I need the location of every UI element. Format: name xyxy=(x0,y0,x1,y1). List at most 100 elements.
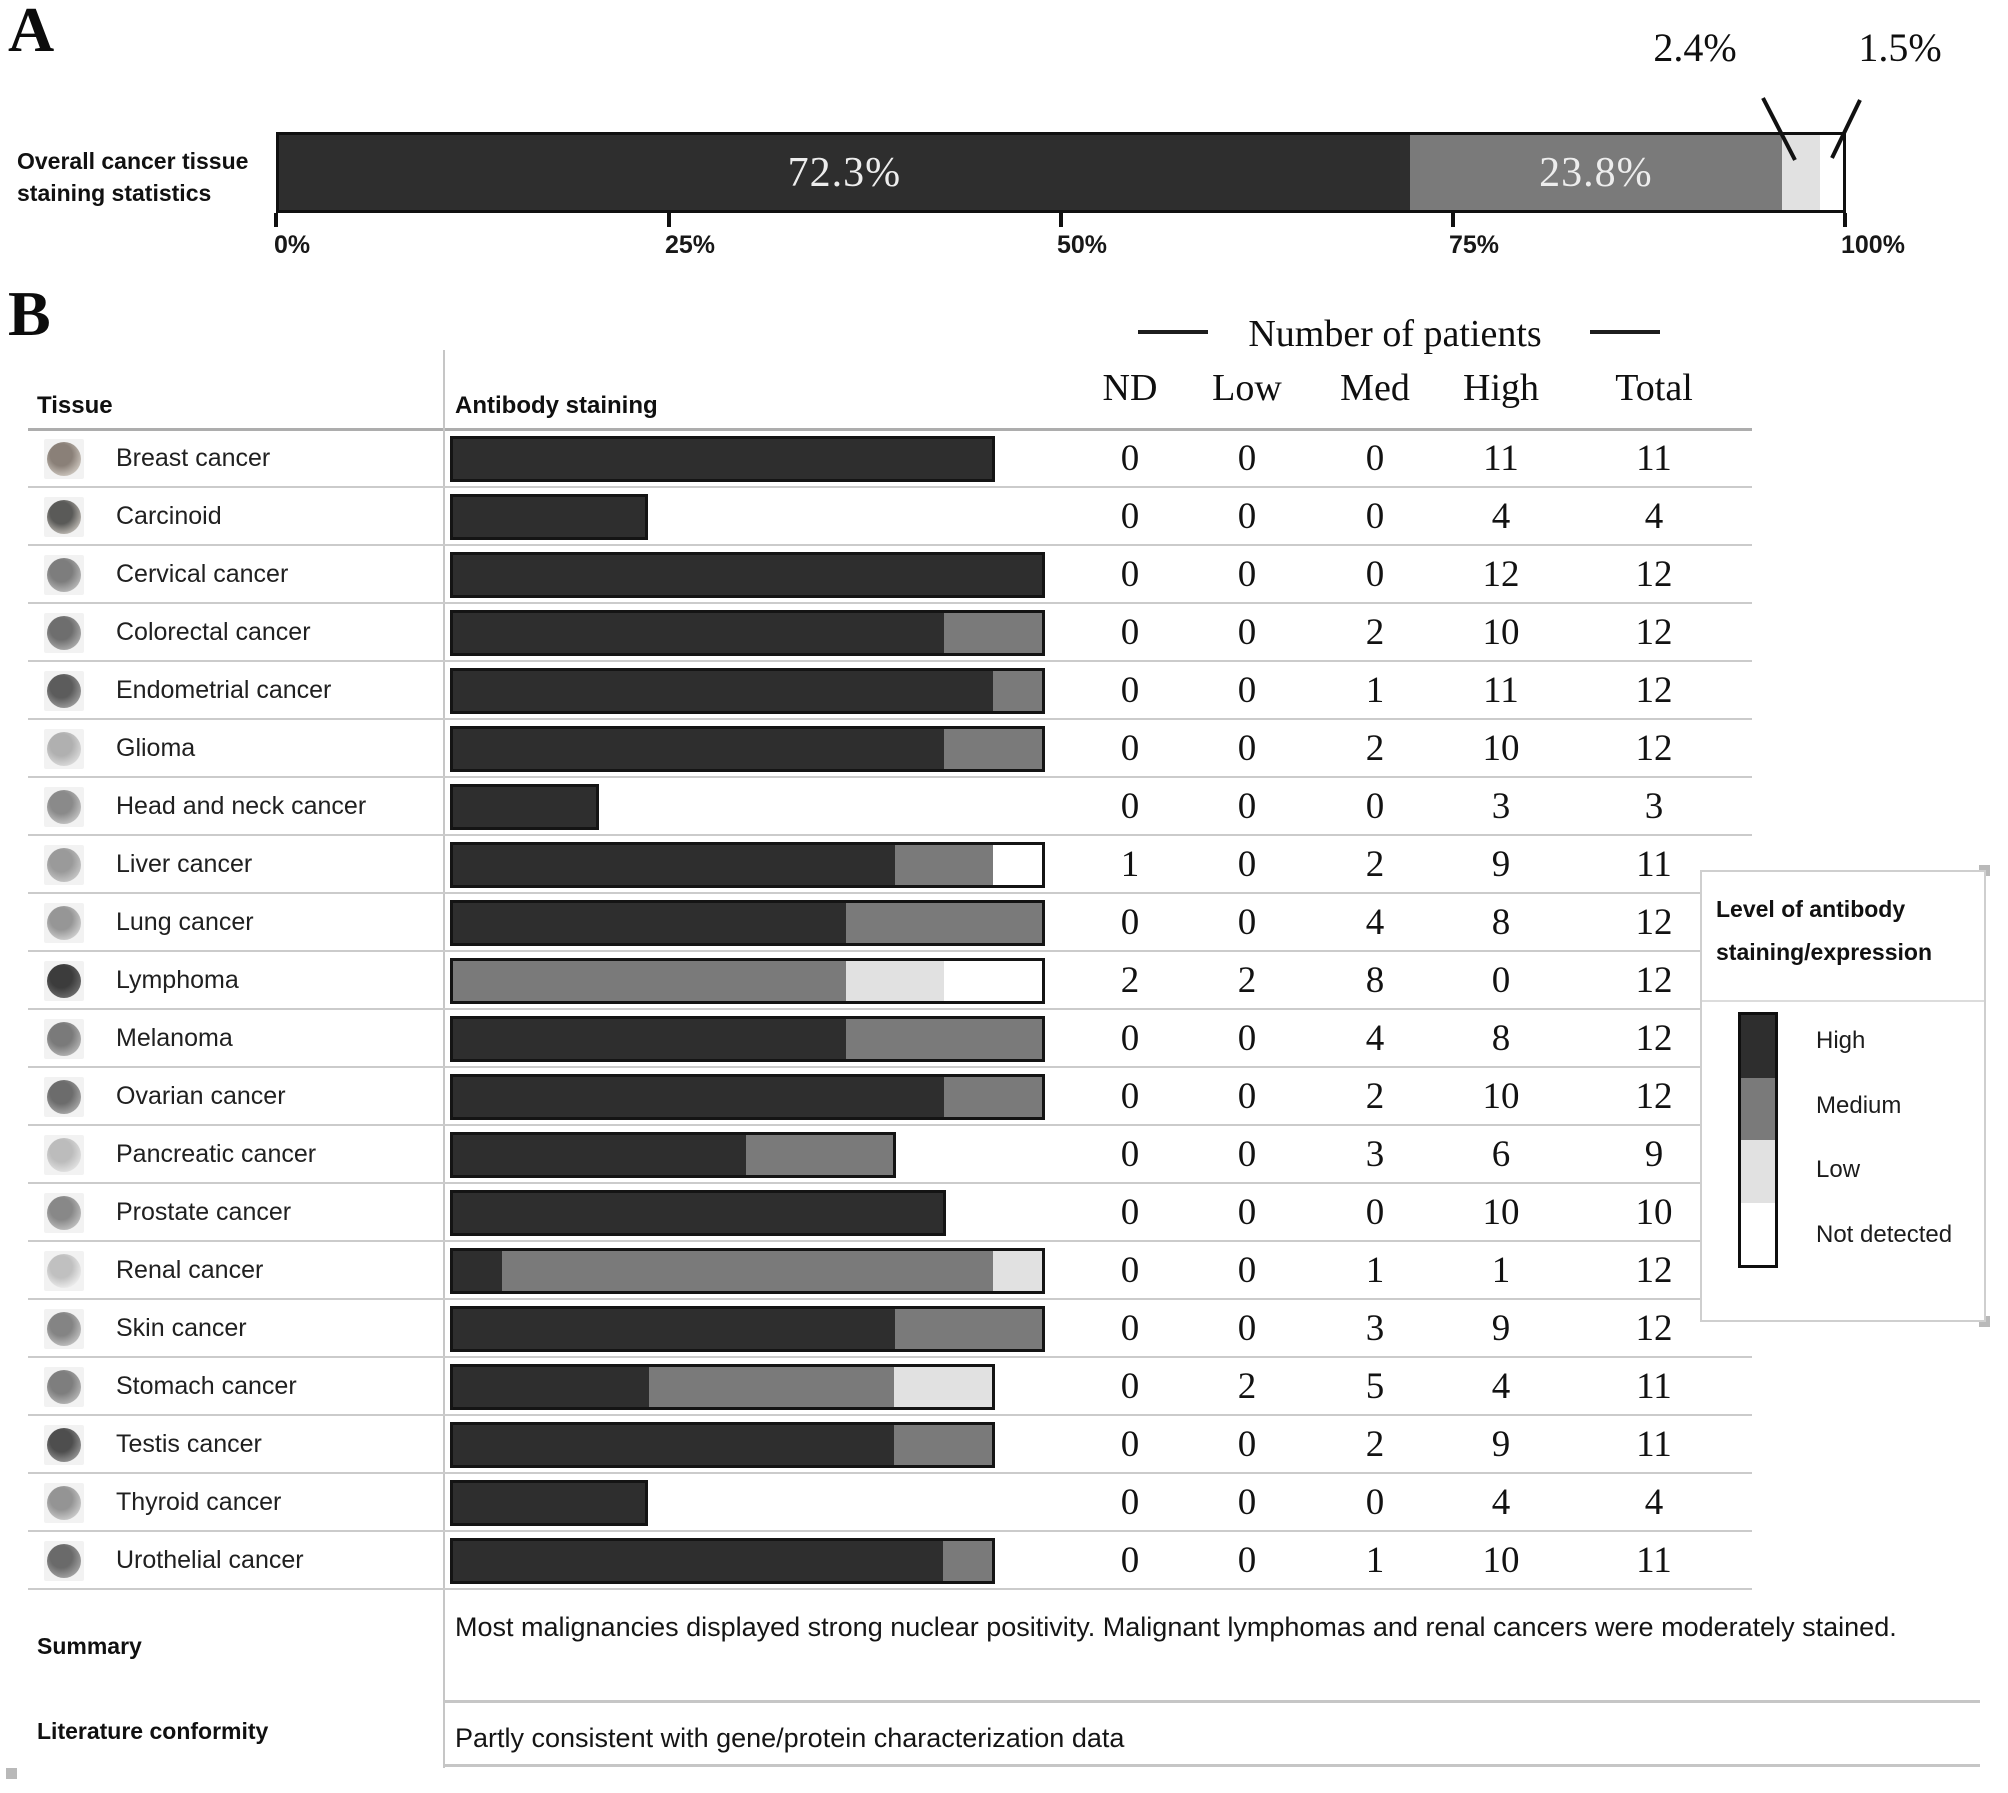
table-row: Colorectal cancer 0 0 2 10 12 xyxy=(28,604,1752,662)
legend-title: Level of antibody staining/expression xyxy=(1716,888,1932,974)
bar-segment-high xyxy=(453,1367,649,1407)
tissue-thumbnail xyxy=(44,497,84,537)
tissue-name: Thyroid cancer xyxy=(116,1487,282,1516)
bar-segment-med xyxy=(845,1019,1042,1059)
tissue-thumbnail xyxy=(44,1483,84,1523)
tissue-spot-icon xyxy=(47,848,81,882)
count-med: 2 xyxy=(1365,611,1385,653)
count-low: 0 xyxy=(1237,437,1257,479)
tissue-name: Glioma xyxy=(116,733,196,762)
callout-not-detected-percent: 1.5% xyxy=(1858,25,1942,70)
table-row: Stomach cancer 0 2 5 4 11 xyxy=(28,1358,1752,1416)
bar-segment-low xyxy=(992,1251,1042,1291)
tissue-thumbnail xyxy=(44,961,84,1001)
count-nd: 2 xyxy=(1120,959,1140,1001)
tissue-name: Cervical cancer xyxy=(116,559,289,588)
bar-segment-med xyxy=(894,1309,1042,1349)
count-total: 12 xyxy=(1635,1307,1673,1349)
tissue-thumbnail xyxy=(44,671,84,711)
axis-tick-50 xyxy=(1059,213,1063,227)
axis-tick-100 xyxy=(1843,213,1847,227)
legend-colorbar xyxy=(1738,1012,1778,1268)
tissue-spot-icon xyxy=(47,616,81,650)
group-header-number-of-patients: Number of patients xyxy=(1248,313,1542,355)
col-header-total: Total xyxy=(1615,367,1693,409)
table-row: Melanoma 0 0 4 8 12 xyxy=(28,1010,1752,1068)
count-high: 0 xyxy=(1491,959,1511,1001)
legend: Level of antibody staining/expression Hi… xyxy=(1700,870,1986,1322)
overall-staining-stacked-bar: 72.3% 23.8% xyxy=(276,132,1846,213)
bar-segment-med xyxy=(894,845,993,885)
table-row: Lung cancer 0 0 4 8 12 xyxy=(28,894,1752,952)
count-med: 8 xyxy=(1365,959,1385,1001)
count-high: 12 xyxy=(1482,553,1520,595)
tissue-spot-icon xyxy=(47,1196,81,1230)
table-row: Head and neck cancer 0 0 0 3 3 xyxy=(28,778,1752,836)
bar-segment-med xyxy=(502,1251,993,1291)
tissue-name: Lymphoma xyxy=(116,965,239,994)
table-row: Ovarian cancer 0 0 2 10 12 xyxy=(28,1068,1752,1126)
bar-segment-high xyxy=(453,1135,747,1175)
tissue-spot-icon xyxy=(47,1312,81,1346)
tissue-name: Breast cancer xyxy=(116,443,271,472)
staining-bar xyxy=(450,436,995,482)
tissue-spot-icon xyxy=(47,790,81,824)
count-high: 9 xyxy=(1491,843,1511,885)
count-high: 1 xyxy=(1491,1249,1511,1291)
group-header-dash-right xyxy=(1590,330,1660,334)
bar-segment-high xyxy=(453,613,944,653)
tissue-thumbnail xyxy=(44,555,84,595)
bar-segment-high xyxy=(453,1251,503,1291)
bar-segment-high xyxy=(453,1077,944,1117)
count-total: 11 xyxy=(1636,843,1672,885)
staining-bar xyxy=(450,842,1045,888)
tissue-name: Urothelial cancer xyxy=(116,1545,304,1574)
tissue-spot-icon xyxy=(47,442,81,476)
bar-segment-high xyxy=(453,903,846,943)
panel-a-caption-line1: Overall cancer tissue xyxy=(17,148,249,174)
table-row: Carcinoid 0 0 0 4 4 xyxy=(28,488,1752,546)
legend-label-low: Low xyxy=(1816,1156,1861,1183)
tissue-spot-icon xyxy=(47,1138,81,1172)
tissue-thumbnail xyxy=(44,1425,84,1465)
bar-segment-low xyxy=(845,961,944,1001)
axis-tick-0 xyxy=(274,213,278,227)
count-nd: 0 xyxy=(1120,901,1140,943)
staining-bar xyxy=(450,1480,648,1526)
count-low: 0 xyxy=(1237,553,1257,595)
tissue-thumbnail xyxy=(44,613,84,653)
table-row: Prostate cancer 0 0 0 10 10 xyxy=(28,1184,1752,1242)
count-nd: 0 xyxy=(1120,1365,1140,1407)
segment-high: 72.3% xyxy=(279,135,1410,210)
count-high: 11 xyxy=(1483,669,1519,711)
count-total: 12 xyxy=(1635,553,1673,595)
bar-segment-high xyxy=(453,555,1042,595)
tissue-spot-icon xyxy=(47,500,81,534)
count-total: 12 xyxy=(1635,901,1673,943)
count-low: 0 xyxy=(1237,785,1257,827)
tissue-name: Head and neck cancer xyxy=(116,791,367,820)
summary-label: Summary xyxy=(37,1633,142,1659)
staining-bar xyxy=(450,668,1045,714)
axis-tick-75 xyxy=(1451,213,1455,227)
literature-conformity-text: Partly consistent with gene/protein char… xyxy=(455,1723,1125,1753)
count-total: 12 xyxy=(1635,669,1673,711)
count-med: 1 xyxy=(1365,1539,1385,1581)
col-header-nd: ND xyxy=(1102,367,1158,409)
column-divider xyxy=(443,350,445,1768)
table-row: Glioma 0 0 2 10 12 xyxy=(28,720,1752,778)
count-high: 10 xyxy=(1482,1075,1520,1117)
count-low: 2 xyxy=(1237,1365,1257,1407)
panel-a-caption-line2: staining statistics xyxy=(17,180,212,206)
count-total: 12 xyxy=(1635,959,1673,1001)
col-header-low: Low xyxy=(1212,367,1282,409)
legend-swatch-low xyxy=(1741,1140,1775,1203)
count-low: 2 xyxy=(1237,959,1257,1001)
count-low: 0 xyxy=(1237,1017,1257,1059)
bar-segment-high xyxy=(453,1309,895,1349)
axis-label-25: 25% xyxy=(665,231,716,259)
count-nd: 0 xyxy=(1120,1191,1140,1233)
count-low: 0 xyxy=(1237,1191,1257,1233)
legend-title-line2: staining/expression xyxy=(1716,939,1933,965)
